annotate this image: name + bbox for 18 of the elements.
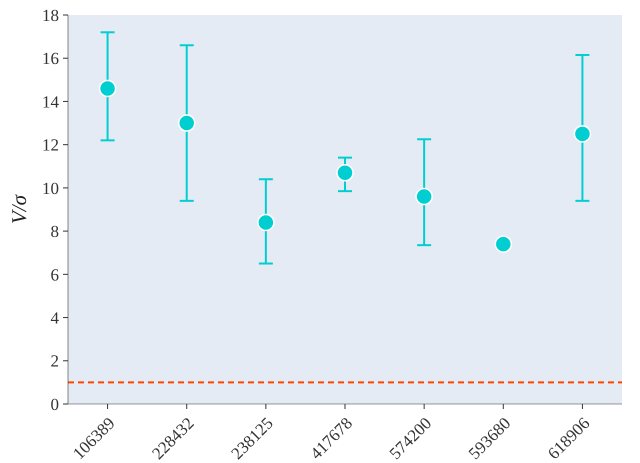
y-tick-label: 16 (42, 49, 59, 68)
y-tick-label: 2 (50, 352, 59, 371)
y-tick-label: 4 (50, 308, 60, 328)
point (494, 235, 512, 253)
y-tick-label: 8 (50, 222, 59, 242)
y-tick-label: 6 (50, 265, 59, 284)
point (336, 164, 354, 182)
point (574, 125, 592, 143)
point (98, 80, 116, 98)
point (415, 188, 433, 206)
y-tick-label: 18 (42, 6, 59, 25)
y-tick-label: 10 (42, 178, 59, 198)
y-axis-title: V/σ (7, 193, 31, 224)
y-tick-label: 14 (42, 92, 60, 112)
y-tick-label: 12 (42, 136, 59, 155)
y-tick-label: 0 (50, 394, 59, 414)
point (257, 214, 275, 232)
point (178, 114, 196, 132)
